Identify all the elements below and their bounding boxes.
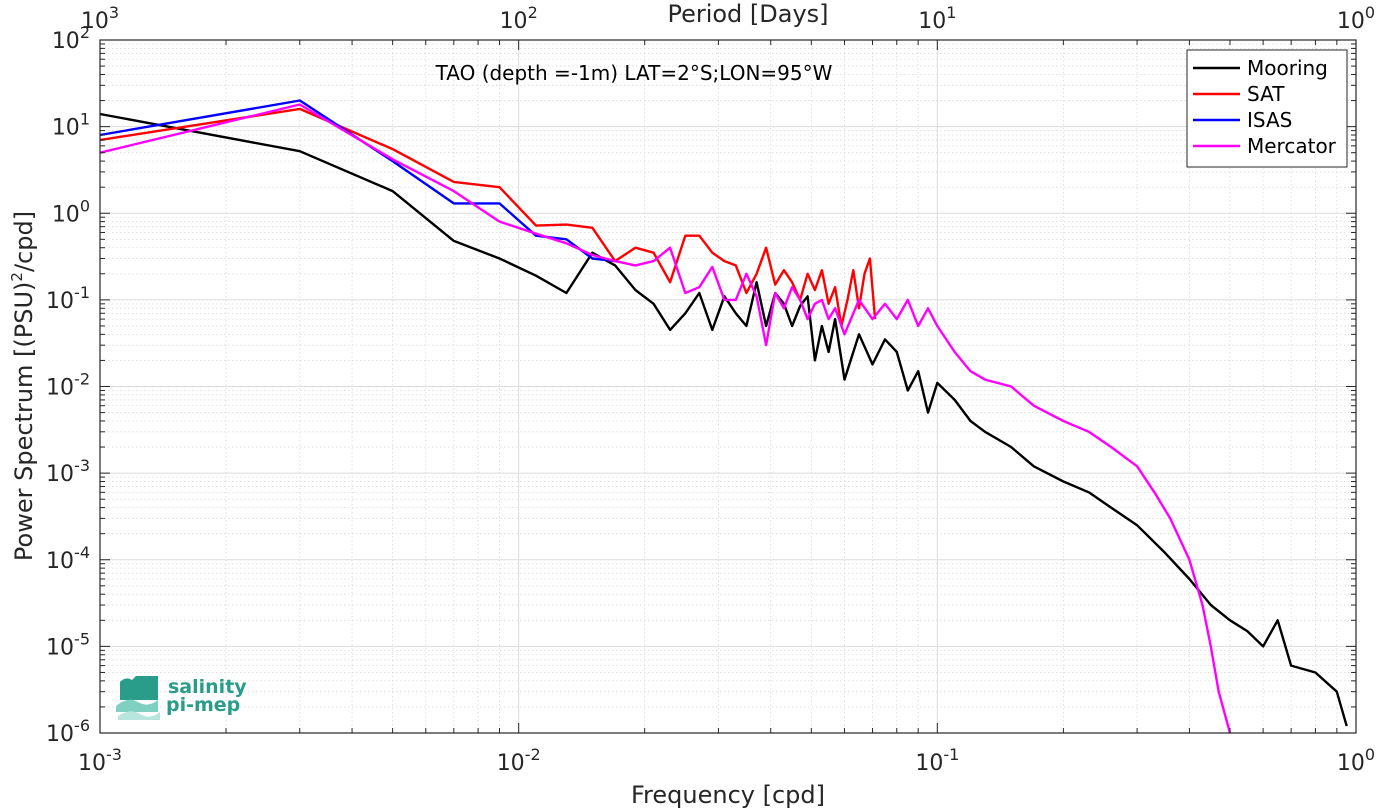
y-axis-title-main: Power Spectrum [(PSU) bbox=[10, 282, 38, 561]
logo-text-pi-mep: pi-mep bbox=[166, 694, 240, 716]
x2-tick-label: 101 bbox=[918, 3, 956, 34]
y-tick-label: 10-3 bbox=[46, 456, 90, 487]
y-tick-label: 100 bbox=[52, 196, 90, 227]
y-tick-label: 10-5 bbox=[46, 629, 90, 660]
y-tick-label: 10-4 bbox=[46, 543, 90, 574]
chart-title: TAO (depth =-1m) LAT=2°S;LON=95°W bbox=[435, 61, 833, 85]
y-tick-label: 10-6 bbox=[46, 716, 90, 747]
series-line-mooring bbox=[99, 112, 1348, 727]
series-line-mercator bbox=[99, 103, 1232, 734]
logo: salinity pi-mep bbox=[116, 676, 247, 720]
y-axis-title: Power Spectrum [(PSU)2/cpd] bbox=[8, 211, 38, 561]
legend-label-isas: ISAS bbox=[1247, 108, 1292, 132]
x-tick-label: 100 bbox=[1337, 745, 1375, 776]
x2-tick-label: 100 bbox=[1337, 3, 1375, 34]
x2-tick-label: 103 bbox=[81, 3, 119, 34]
legend-label-sat: SAT bbox=[1247, 82, 1285, 106]
y-axis-title-tail: /cpd] bbox=[10, 211, 38, 272]
x-tick-label: 10-1 bbox=[915, 745, 959, 776]
x-tick-label: 10-2 bbox=[497, 745, 541, 776]
y-tick-label: 10-1 bbox=[46, 283, 90, 314]
series-layer bbox=[99, 99, 1348, 734]
y-tick-label: 10-2 bbox=[46, 370, 90, 401]
x-axis-title: Frequency [cpd] bbox=[631, 781, 825, 809]
legend-label-mooring: Mooring bbox=[1247, 56, 1328, 80]
salinity-logo-icon bbox=[116, 676, 160, 720]
y-tick-label: 101 bbox=[52, 110, 90, 141]
x2-axis-title: Period [Days] bbox=[667, 0, 828, 28]
x-tick-label: 10-3 bbox=[78, 745, 122, 776]
legend-box bbox=[1186, 49, 1348, 168]
y-tick-label: 102 bbox=[52, 23, 90, 54]
tick-marks bbox=[99, 39, 1357, 734]
legend-label-mercator: Mercator bbox=[1247, 134, 1337, 158]
minor-grid bbox=[100, 40, 1356, 733]
logo-text-salinity: salinity bbox=[168, 676, 247, 698]
x2-tick-label: 102 bbox=[500, 3, 538, 34]
y-axis-title-sup: 2 bbox=[8, 272, 26, 282]
